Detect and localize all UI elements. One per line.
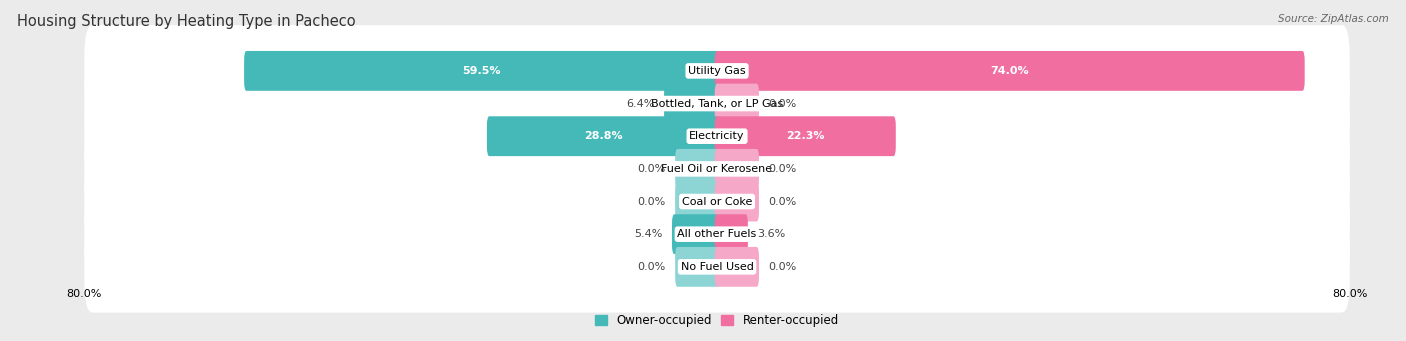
FancyBboxPatch shape [84,90,1350,182]
Text: Utility Gas: Utility Gas [689,66,745,76]
Text: 0.0%: 0.0% [637,164,665,174]
FancyBboxPatch shape [84,156,1350,247]
Text: Electricity: Electricity [689,131,745,141]
FancyBboxPatch shape [245,51,720,91]
Text: All other Fuels: All other Fuels [678,229,756,239]
FancyBboxPatch shape [714,247,759,287]
FancyBboxPatch shape [714,149,759,189]
Text: 28.8%: 28.8% [583,131,623,141]
Text: 74.0%: 74.0% [990,66,1029,76]
FancyBboxPatch shape [84,25,1350,117]
FancyBboxPatch shape [714,116,896,156]
FancyBboxPatch shape [714,214,748,254]
FancyBboxPatch shape [84,189,1350,280]
Text: 22.3%: 22.3% [786,131,824,141]
FancyBboxPatch shape [84,58,1350,149]
Text: 0.0%: 0.0% [637,196,665,207]
Text: 0.0%: 0.0% [637,262,665,272]
Text: Housing Structure by Heating Type in Pacheco: Housing Structure by Heating Type in Pac… [17,14,356,29]
FancyBboxPatch shape [486,116,720,156]
Text: 6.4%: 6.4% [626,99,655,108]
Text: 0.0%: 0.0% [769,196,797,207]
Text: 3.6%: 3.6% [758,229,786,239]
FancyBboxPatch shape [675,182,720,221]
Text: 0.0%: 0.0% [769,262,797,272]
FancyBboxPatch shape [714,51,1305,91]
Text: Coal or Coke: Coal or Coke [682,196,752,207]
Legend: Owner-occupied, Renter-occupied: Owner-occupied, Renter-occupied [591,309,844,331]
Text: 0.0%: 0.0% [769,164,797,174]
FancyBboxPatch shape [672,214,720,254]
FancyBboxPatch shape [84,123,1350,214]
Text: Bottled, Tank, or LP Gas: Bottled, Tank, or LP Gas [651,99,783,108]
Text: 0.0%: 0.0% [769,99,797,108]
FancyBboxPatch shape [675,247,720,287]
FancyBboxPatch shape [714,84,759,123]
Text: Fuel Oil or Kerosene: Fuel Oil or Kerosene [661,164,773,174]
FancyBboxPatch shape [664,84,720,123]
FancyBboxPatch shape [714,182,759,221]
FancyBboxPatch shape [675,149,720,189]
Text: 5.4%: 5.4% [634,229,662,239]
Text: No Fuel Used: No Fuel Used [681,262,754,272]
Text: Source: ZipAtlas.com: Source: ZipAtlas.com [1278,14,1389,24]
FancyBboxPatch shape [84,221,1350,313]
Text: 59.5%: 59.5% [463,66,501,76]
